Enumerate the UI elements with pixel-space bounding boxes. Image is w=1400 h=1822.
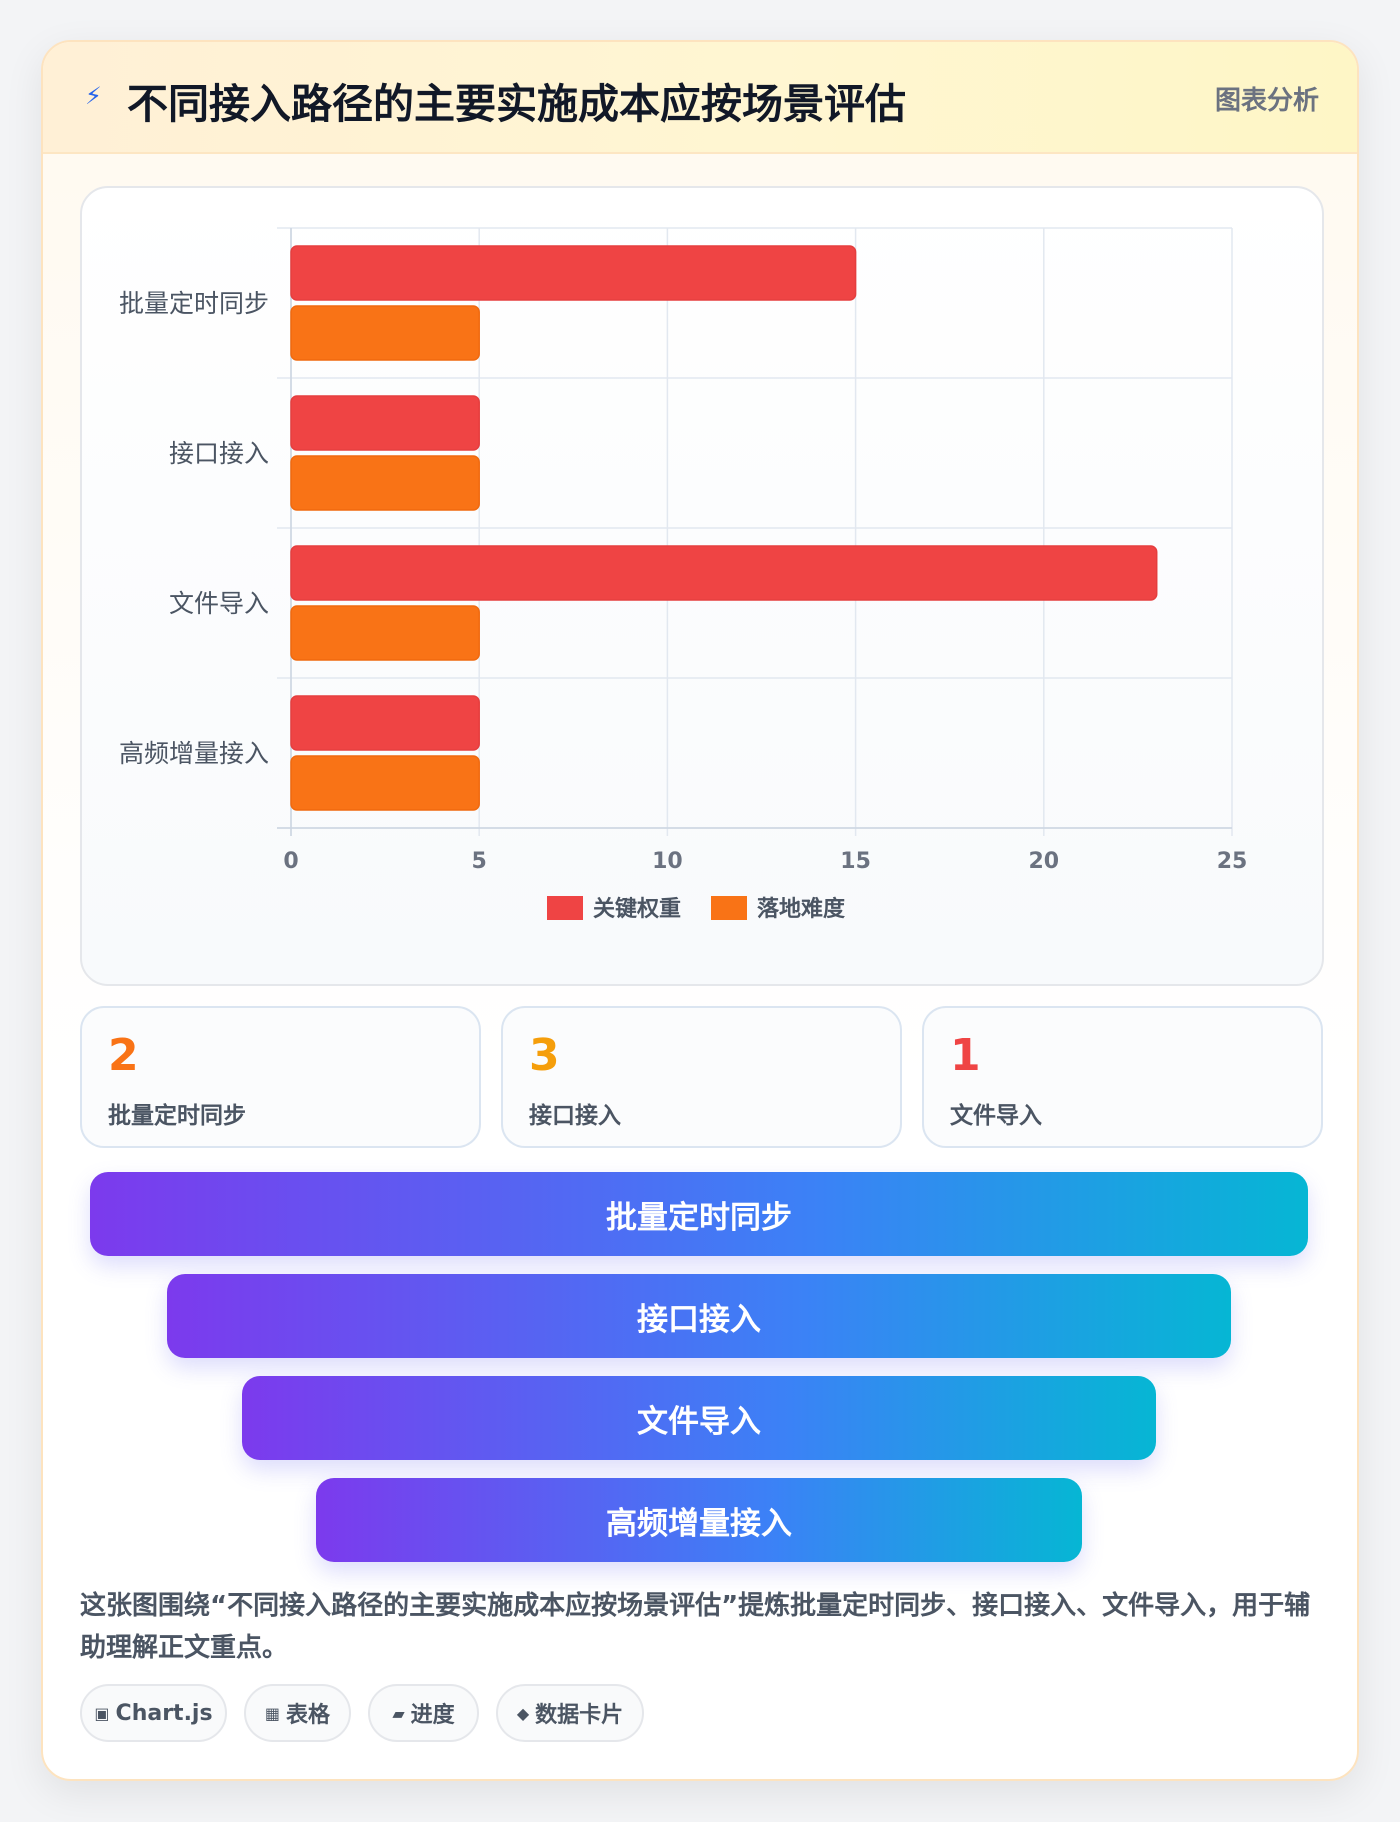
chart-description: 这张图围绕“不同接入路径的主要实施成本应按场景评估”提炼批量定时同步、接口接入、… — [80, 1591, 1311, 1663]
legend-swatch — [711, 896, 747, 920]
card-header: ⚡ 不同接入路径的主要实施成本应按场景评估 图表分析 — [43, 42, 1357, 154]
card-tag: 图表分析 — [1214, 86, 1319, 116]
chip-label: 表格 — [286, 1703, 331, 1728]
funnel-step: 接口接入 — [167, 1274, 1231, 1358]
funnel-step: 文件导入 — [242, 1376, 1156, 1460]
card-title: 不同接入路径的主要实施成本应按场景评估 — [127, 80, 906, 128]
chart-card: ⚡ 不同接入路径的主要实施成本应按场景评估 图表分析 批量定时同步 接口接入 文件导… — [41, 40, 1359, 1781]
funnel-step: 批量定时同步 — [90, 1172, 1308, 1256]
bar — [290, 395, 480, 451]
chip-label: 数据卡片 — [535, 1703, 624, 1728]
category-label: 批量定时同步 — [119, 289, 269, 318]
bar — [290, 755, 480, 811]
stat-value: 2 — [108, 1030, 139, 1081]
funnel-step: 高频增量接入 — [316, 1478, 1082, 1562]
stat-cards: 2 批量定时同步 3 接口接入 1 文件导入 — [80, 1006, 1324, 1148]
stat-value: 1 — [950, 1030, 981, 1081]
bar — [290, 245, 857, 301]
diamond-icon: ◆ — [516, 1703, 530, 1723]
stat-card: 2 批量定时同步 — [80, 1006, 481, 1148]
bar — [290, 305, 480, 361]
bar — [290, 545, 1158, 601]
stat-label: 文件导入 — [950, 1103, 1042, 1129]
stat-card: 3 接口接入 — [501, 1006, 902, 1148]
category-label: 高频增量接入 — [119, 739, 269, 768]
category-label: 接口接入 — [169, 439, 269, 468]
bar — [290, 695, 480, 751]
funnel: 批量定时同步 接口接入 文件导入 高频增量接入 — [43, 1172, 1357, 1572]
stat-value: 3 — [529, 1030, 560, 1081]
stat-label: 接口接入 — [529, 1103, 621, 1129]
chip-label: Chart.js — [115, 1700, 213, 1726]
bar — [290, 605, 480, 661]
category-label: 文件导入 — [169, 589, 269, 618]
x-tick-label: 0 — [283, 849, 298, 874]
legend-label: 关键权重 — [593, 896, 681, 922]
x-tick-label: 5 — [472, 849, 487, 874]
lightning-icon: ⚡ — [85, 82, 102, 110]
legend-swatch — [547, 896, 583, 920]
chip-label: 进度 — [410, 1703, 455, 1728]
table-icon: ▦ — [264, 1703, 281, 1723]
chip-table[interactable]: ▦ 表格 — [244, 1684, 351, 1742]
x-tick-label: 15 — [840, 849, 871, 874]
chip-data-card[interactable]: ◆ 数据卡片 — [496, 1684, 644, 1742]
chart-icon: ▣ — [94, 1703, 110, 1723]
x-tick-label: 25 — [1217, 849, 1248, 874]
bar — [290, 455, 480, 511]
chip-chartjs[interactable]: ▣ Chart.js — [80, 1684, 227, 1742]
x-tick-label: 20 — [1028, 849, 1059, 874]
x-tick-label: 10 — [652, 849, 683, 874]
legend-label: 落地难度 — [757, 896, 846, 922]
chart-panel: 批量定时同步接口接入文件导入高频增量接入 0 5 10 15 20 25 关键权重 落地难度 — [80, 186, 1324, 986]
progress-icon: ▰ — [392, 1703, 405, 1723]
chip-progress[interactable]: ▰ 进度 — [368, 1684, 479, 1742]
stat-card: 1 文件导入 — [922, 1006, 1323, 1148]
stat-label: 批量定时同步 — [108, 1103, 246, 1129]
